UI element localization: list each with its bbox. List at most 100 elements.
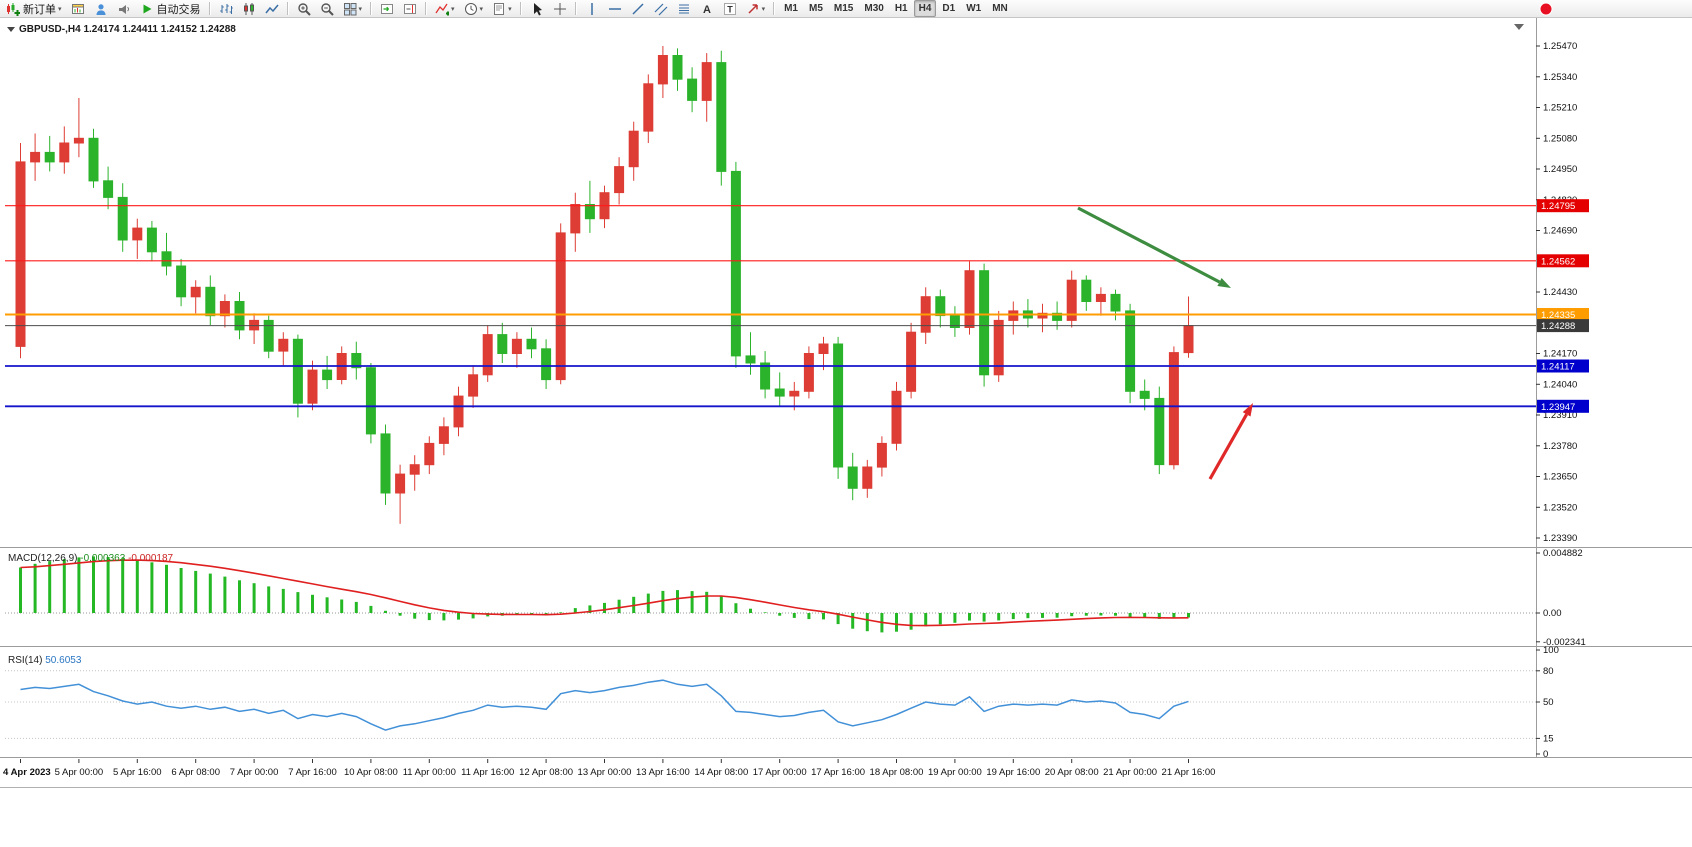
support-line-lower-badge: 1.23947 <box>1537 399 1589 413</box>
rsi-axis[interactable]: 100 80 50 15 0 <box>1536 645 1559 760</box>
chevron-down-icon: ▾ <box>358 5 363 13</box>
bars-icon <box>219 2 233 16</box>
timeframe-mn-button[interactable]: MN <box>987 0 1013 17</box>
crosshair-button[interactable] <box>549 0 571 17</box>
timeframe-h4-button[interactable]: H4 <box>913 0 937 17</box>
line-chart-icon <box>264 2 279 16</box>
svg-text:5 Apr 00:00: 5 Apr 00:00 <box>55 767 104 778</box>
price-axis[interactable]: 1.254701.253401.252101.250801.249501.248… <box>1536 41 1577 544</box>
charts-button[interactable] <box>67 0 89 17</box>
cursor-button[interactable] <box>526 0 548 17</box>
new-order-button[interactable]: 新订单 ▾ <box>2 0 66 17</box>
auto-scroll-button[interactable] <box>376 0 398 17</box>
svg-text:21 Apr 16:00: 21 Apr 16:00 <box>1162 767 1216 778</box>
auto-scroll-icon <box>380 2 394 16</box>
resistance-line-upper-badge: 1.24795 <box>1537 199 1589 213</box>
svg-text:20 Apr 08:00: 20 Apr 08:00 <box>1045 767 1099 778</box>
bar-chart-button[interactable] <box>215 0 237 17</box>
zoom-out-icon <box>320 2 334 16</box>
chart-shift-icon <box>403 2 417 16</box>
svg-text:1.25470: 1.25470 <box>1543 41 1577 52</box>
text-button[interactable]: A <box>696 0 718 17</box>
line-chart-button[interactable] <box>261 0 283 17</box>
timeframe-m5-button[interactable]: M5 <box>804 0 828 17</box>
svg-text:4 Apr 2023: 4 Apr 2023 <box>3 767 51 778</box>
one-click-trading-toggle[interactable] <box>7 27 15 32</box>
svg-text:18 Apr 08:00: 18 Apr 08:00 <box>870 767 924 778</box>
news-button[interactable] <box>113 0 135 17</box>
fibonacci-button[interactable] <box>673 0 695 17</box>
svg-text:1.24690: 1.24690 <box>1543 226 1577 237</box>
timeframe-m15-button-label: M15 <box>833 3 854 14</box>
zoom-out-button[interactable] <box>316 0 338 17</box>
svg-text:1.23780: 1.23780 <box>1543 441 1577 452</box>
svg-text:6 Apr 08:00: 6 Apr 08:00 <box>171 767 220 778</box>
svg-text:13 Apr 16:00: 13 Apr 16:00 <box>636 767 690 778</box>
trendline-button[interactable] <box>627 0 649 17</box>
svg-text:0.004882: 0.004882 <box>1543 548 1583 559</box>
cursor-icon <box>530 2 544 16</box>
channel-button[interactable] <box>650 0 672 17</box>
toolbar-separator <box>519 2 522 15</box>
svg-text:5 Apr 16:00: 5 Apr 16:00 <box>113 767 162 778</box>
svg-text:1.24170: 1.24170 <box>1543 349 1577 360</box>
arrows-button[interactable]: ▾ <box>742 0 770 17</box>
svg-text:1.24288: 1.24288 <box>1541 321 1575 332</box>
fibo-icon <box>677 2 691 16</box>
vertical-line-button[interactable] <box>581 0 603 17</box>
svg-text:14 Apr 08:00: 14 Apr 08:00 <box>694 767 748 778</box>
notification-badge[interactable] <box>1535 0 1557 17</box>
clock-icon <box>464 2 478 16</box>
timeframe-d1-button[interactable]: D1 <box>937 0 960 17</box>
chart-shift-marker[interactable] <box>1514 24 1524 30</box>
svg-text:17 Apr 16:00: 17 Apr 16:00 <box>811 767 865 778</box>
bullish-bounce-arrow[interactable] <box>1208 403 1253 480</box>
mql5-profile-button[interactable] <box>90 0 112 17</box>
svg-text:19 Apr 16:00: 19 Apr 16:00 <box>986 767 1040 778</box>
macd-axis[interactable]: 0.004882 0.00 -0.002341 <box>1536 548 1586 648</box>
timeframe-m30-button[interactable]: M30 <box>859 0 888 17</box>
timeframe-m15-button[interactable]: M15 <box>829 0 858 17</box>
toolbar-separator <box>425 2 428 15</box>
svg-text:0: 0 <box>1543 749 1548 760</box>
timeframe-h1-button[interactable]: H1 <box>890 0 913 17</box>
tile-windows-button[interactable]: ▾ <box>339 0 367 17</box>
chevron-down-icon: ▾ <box>479 5 484 13</box>
svg-text:1.24795: 1.24795 <box>1541 201 1575 212</box>
chart-plot-area[interactable] <box>5 21 1536 547</box>
resistance-line-lower-badge: 1.24562 <box>1537 254 1589 268</box>
channel-icon <box>654 2 668 16</box>
timeframe-m5-button-label: M5 <box>809 3 823 14</box>
bearish-trend-arrow[interactable] <box>1077 206 1231 288</box>
svg-text:A: A <box>703 4 711 16</box>
templates-button[interactable]: ▾ <box>488 0 516 17</box>
tile-icon <box>343 2 357 16</box>
chevron-down-icon: ▾ <box>508 5 512 13</box>
horizontal-line-button[interactable] <box>604 0 626 17</box>
candlestick-chart-button[interactable] <box>238 0 260 17</box>
vline-icon <box>585 2 599 16</box>
macd-signal-line <box>20 559 1189 627</box>
timeframe-h1-button-label: H1 <box>894 3 908 14</box>
indicators-button[interactable]: ▾ <box>431 0 459 17</box>
svg-text:7 Apr 00:00: 7 Apr 00:00 <box>230 767 279 778</box>
megaphone-icon <box>117 2 131 16</box>
toolbar-separator <box>208 2 211 15</box>
timeframe-h4-button-label: H4 <box>918 3 932 14</box>
svg-text:1.23520: 1.23520 <box>1543 503 1577 514</box>
chart-shift-button[interactable] <box>399 0 421 17</box>
svg-text:7 Apr 16:00: 7 Apr 16:00 <box>288 767 337 778</box>
auto-trading-button[interactable]: 自动交易 <box>136 0 205 17</box>
svg-text:1.23650: 1.23650 <box>1543 472 1577 483</box>
timeframe-m1-button[interactable]: M1 <box>779 0 803 17</box>
pivot-line-orange-badge: 1.24335 <box>1537 308 1589 321</box>
text-label-button[interactable]: T <box>719 0 741 17</box>
time-axis[interactable]: 4 Apr 2023 5 Apr 00:00 5 Apr 16:00 6 Apr 08… <box>3 759 1215 778</box>
periods-button[interactable]: ▾ <box>460 0 488 17</box>
zoom-in-button[interactable] <box>293 0 315 17</box>
chart-canvas[interactable]: GBPUSD-,H4 1.24174 1.24411 1.24152 1.242… <box>0 18 1692 847</box>
svg-text:1.23910: 1.23910 <box>1543 410 1577 421</box>
macd-label: MACD(12,26,9) -0.000363 -0.000187 <box>8 553 174 564</box>
timeframe-w1-button[interactable]: W1 <box>961 0 986 17</box>
